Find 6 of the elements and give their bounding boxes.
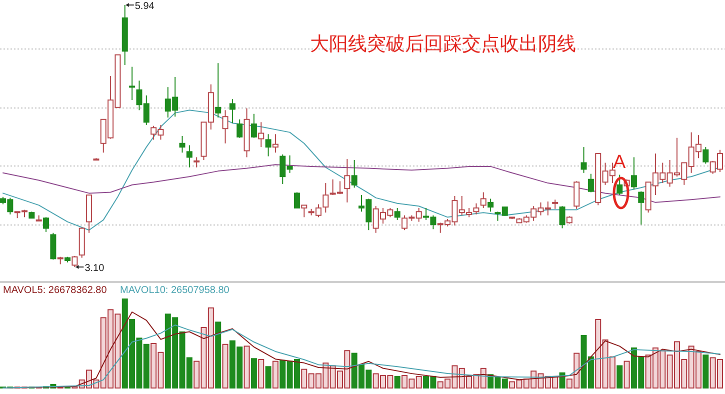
annotation: 5.94: [134, 1, 155, 12]
annotation: 3.10: [84, 263, 105, 274]
text: 大阳线突破后回踩交点收出阴线: [310, 33, 576, 55]
annotation: A: [613, 152, 626, 173]
text: MAVOL10: 26507958.80: [120, 285, 230, 296]
text: MAVOL5: 26678362.80: [3, 285, 108, 296]
